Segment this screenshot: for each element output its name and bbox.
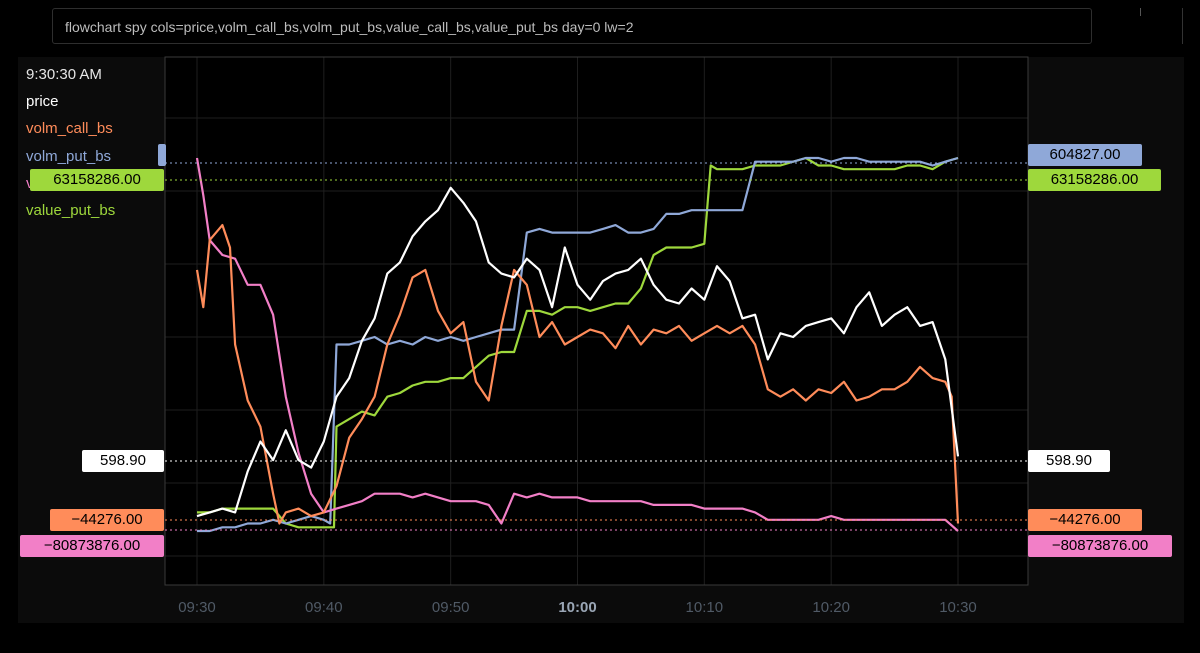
series-line-volm-call-bs	[195, 224, 960, 525]
volm-put-bs-left-marker	[158, 144, 166, 166]
value-call-bs-left-label: −80873876.00	[20, 535, 164, 557]
legend-value-put-bs: value_put_bs	[26, 202, 116, 219]
x-tick-label: 10:30	[939, 599, 977, 616]
legend-volm-call-bs: volm_call_bs	[26, 120, 113, 137]
command-input[interactable]: flowchart spy cols=price,volm_call_bs,vo…	[52, 8, 1092, 44]
plot-frame	[164, 56, 1029, 586]
x-tick-label: 09:30	[178, 599, 216, 616]
crosshair-time: 9:30:30 AM	[26, 66, 102, 83]
price-right-label: 598.90	[1028, 450, 1110, 472]
price-left-label: 598.90	[82, 450, 164, 472]
x-tick-label: 09:50	[432, 599, 470, 616]
volm-call-bs-left-label: −44276.00	[50, 509, 164, 531]
value-call-bs-right-label: −80873876.00	[1028, 535, 1172, 557]
value-put-bs-left-label: 63158286.00	[30, 169, 164, 191]
volm-put-bs-right-label: 604827.00	[1028, 144, 1142, 166]
x-tick-label: 09:40	[305, 599, 343, 616]
window-tick	[1140, 8, 1141, 16]
legend-price: price	[26, 93, 59, 110]
series-line-value-call-bs	[195, 157, 959, 532]
value-put-bs-right-label: 63158286.00	[1028, 169, 1161, 191]
series-line-price	[196, 186, 960, 518]
window-divider	[1182, 8, 1183, 44]
x-tick-label: 10:20	[812, 599, 850, 616]
series-line-volm-put-bs	[197, 156, 959, 533]
legend-volm-put-bs: volm_put_bs	[26, 148, 112, 165]
x-tick-label: 10:00	[558, 599, 596, 616]
plot-background	[165, 57, 1028, 585]
series-line-value-put-bs	[197, 156, 959, 529]
x-tick-label: 10:10	[686, 599, 724, 616]
volm-call-bs-right-label: −44276.00	[1028, 509, 1142, 531]
